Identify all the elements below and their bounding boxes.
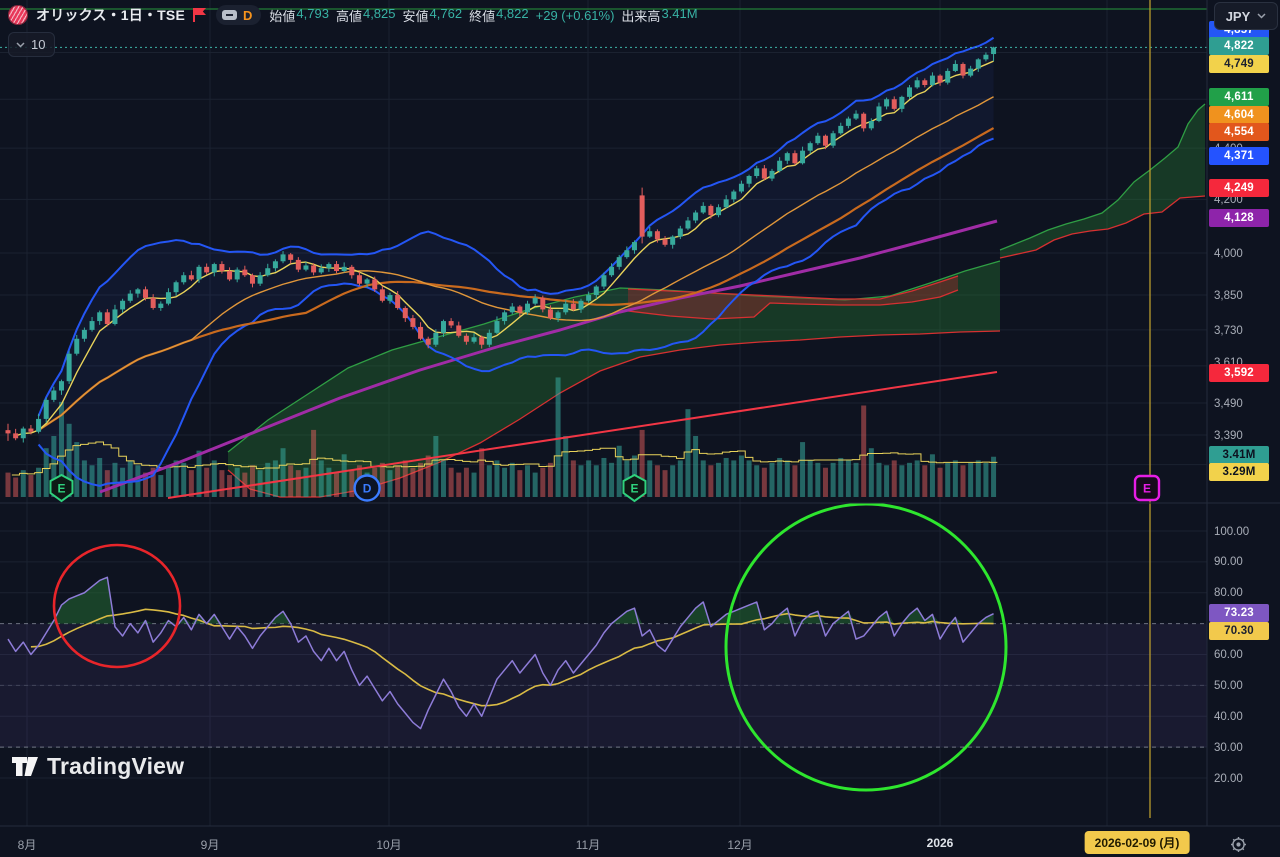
red-circle-annotation[interactable] (52, 543, 182, 669)
currency-label: JPY (1225, 8, 1251, 24)
high-value: 4,825 (362, 5, 396, 21)
currency-selector[interactable]: JPY (1214, 2, 1278, 30)
tradingview-logo-icon (12, 757, 38, 776)
svg-text:E: E (1143, 482, 1151, 496)
axis-label: 3,730 (1214, 325, 1243, 337)
scale-value-chip: 4,128 (1209, 209, 1269, 227)
event-badge-e[interactable]: E (622, 473, 647, 503)
minus-icon (222, 10, 237, 20)
ohlc-values: 始値 4,793 高値 4,825 安値 4,762 終値 4,822 +29 (+0.… (269, 6, 697, 25)
close-value: 4,822 (496, 5, 529, 21)
svg-text:E: E (630, 482, 638, 496)
axis-label: 4,000 (1214, 248, 1243, 260)
indicators-collapse-button[interactable]: 10 (8, 32, 56, 57)
low-value: 4,762 (429, 5, 463, 21)
tradingview-watermark: TradingView (12, 753, 184, 780)
time-axis-label: 10月 (376, 838, 402, 852)
scale-value-chip: 73.23 (1209, 604, 1269, 622)
event-badge-d[interactable]: D (353, 474, 381, 502)
adjustment-pill[interactable]: D (216, 5, 262, 25)
open-value: 4,793 (296, 5, 329, 21)
svg-text:E: E (57, 482, 65, 496)
scale-value-chip: 4,554 (1209, 123, 1269, 141)
price-pane[interactable] (0, 8, 1207, 499)
time-axis-label: 12月 (727, 838, 753, 852)
scale-value-chip: 4,611 (1209, 88, 1269, 106)
axis-label: 90.00 (1214, 556, 1243, 568)
scale-value-chip: 4,749 (1209, 55, 1269, 73)
axis-label: 50.00 (1214, 680, 1243, 692)
scale-value-chip: 70.30 (1209, 622, 1269, 640)
chevron-down-icon (1257, 13, 1266, 19)
axis-label: 3,490 (1214, 398, 1243, 410)
time-axis-label: 9月 (200, 838, 220, 852)
scale-value-chip: 4,822 (1209, 37, 1269, 55)
timezone-settings-icon[interactable] (1230, 836, 1247, 853)
symbol-logo-icon (8, 5, 28, 25)
candlestick-series (5, 46, 997, 443)
scale-value-chip: 3.29M (1209, 463, 1269, 481)
low-label: 安値 (402, 8, 429, 24)
change-value: +29 (+0.61%) (535, 7, 615, 23)
axis-label: 40.00 (1214, 711, 1243, 723)
axis-label: 20.00 (1214, 773, 1243, 785)
time-axis-label: 2026 (926, 836, 954, 850)
event-badge-e[interactable]: E (49, 473, 74, 503)
symbol-title[interactable]: オリックス・1日・TSE (36, 7, 185, 23)
watermark-text: TradingView (47, 753, 185, 779)
axis-label: 3,850 (1214, 290, 1243, 302)
indicator-count: 10 (31, 37, 46, 52)
chevron-down-icon (16, 41, 25, 48)
flag-marker-icon[interactable] (193, 7, 208, 23)
green-circle-annotation[interactable] (724, 502, 1008, 792)
volume-value: 3.41M (661, 5, 698, 21)
volume-label: 出来高 (621, 8, 661, 24)
event-date-chip[interactable]: 2026-02-09 (月) (1084, 831, 1190, 854)
close-label: 終値 (469, 8, 496, 24)
high-label: 高値 (335, 8, 362, 24)
scale-value-chip: 4,371 (1209, 147, 1269, 165)
axis-label: 80.00 (1214, 587, 1243, 599)
axis-label: 60.00 (1214, 649, 1243, 661)
scale-value-chip: 4,249 (1209, 179, 1269, 197)
dividend-adjustment-badge[interactable]: D (243, 7, 253, 23)
scale-value-chip: 3,592 (1209, 364, 1269, 382)
scale-value-chip: 4,604 (1209, 106, 1269, 124)
symbol-legend[interactable]: オリックス・1日・TSE D 始値 4,793 高値 4,825 安値 4,762 終… (8, 5, 698, 25)
axis-label: 30.00 (1214, 742, 1243, 754)
time-axis-label: 8月 (17, 838, 37, 852)
scale-value-chip: 3.41M (1209, 446, 1269, 464)
open-label: 始値 (269, 8, 296, 24)
axis-label: 3,390 (1214, 430, 1243, 442)
svg-text:D: D (363, 482, 372, 496)
axis-label: 100.00 (1214, 526, 1249, 538)
axis-label: 4,200 (1214, 194, 1243, 206)
time-axis-label: 11月 (575, 838, 601, 852)
event-badge-e[interactable]: E (1133, 474, 1161, 502)
